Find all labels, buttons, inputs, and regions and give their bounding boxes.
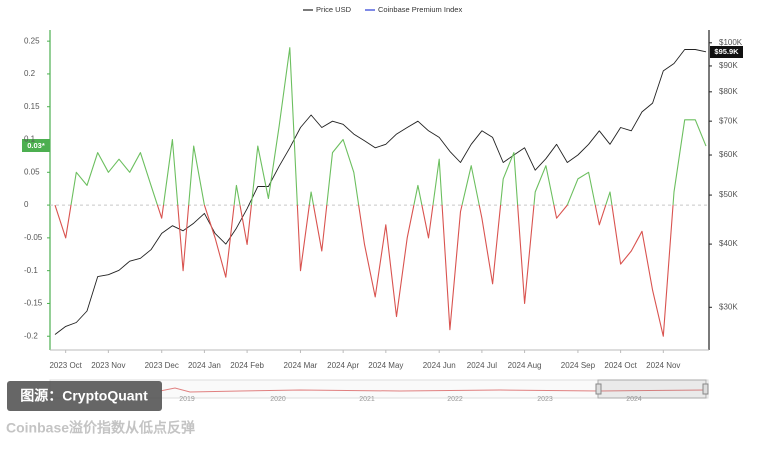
- navigator-handle[interactable]: [595, 383, 602, 395]
- y2-tick-label: $90K: [719, 61, 738, 70]
- x-tick-label: 2023 Dec: [145, 361, 179, 370]
- y-tick-label: -0.1: [24, 266, 38, 275]
- y2-tick-label: $80K: [719, 87, 738, 96]
- navigator-label: 2021: [359, 396, 375, 403]
- x-tick-label: 2024 Apr: [327, 361, 359, 370]
- price-line: [54, 49, 707, 335]
- y-tick-label: 0.1: [24, 135, 36, 144]
- navigator-label: 2020: [270, 396, 286, 403]
- last-price-label: $95.9K: [714, 47, 739, 56]
- x-tick-label: 2024 Aug: [508, 361, 542, 370]
- navigator-label: 2019: [179, 396, 195, 403]
- x-tick-label: 2023 Nov: [91, 361, 125, 370]
- x-tick-label: 2024 Oct: [604, 361, 637, 370]
- premium-line: [54, 47, 707, 337]
- legend: Price USD Coinbase Premium Index: [303, 5, 462, 14]
- navigator-window[interactable]: [597, 379, 707, 399]
- y2-tick-label: $100K: [719, 38, 743, 47]
- y-tick-label: -0.05: [24, 233, 43, 242]
- x-tick-label: 2024 Jun: [423, 361, 456, 370]
- last-price-box: [710, 45, 743, 58]
- legend-label: Coinbase Premium Index: [378, 5, 462, 14]
- y2-tick-label: $30K: [719, 302, 738, 311]
- caption: Coinbase溢价指数从低点反弹: [6, 420, 195, 436]
- x-tick-label: 2023 Oct: [49, 361, 82, 370]
- navigator-label: 2024: [626, 396, 642, 403]
- y-tick-label: -0.2: [24, 331, 38, 340]
- y2-tick-label: $50K: [719, 190, 738, 199]
- y-tick-label: 0.15: [24, 102, 40, 111]
- x-tick-label: 2024 Jul: [467, 361, 497, 370]
- y-tick-label: 0.05: [24, 167, 40, 176]
- navigator: [49, 379, 709, 399]
- legend-label: Price USD: [316, 5, 352, 14]
- y-tick-label: -0.15: [24, 299, 43, 308]
- x-tick-label: 2024 Feb: [230, 361, 264, 370]
- y2-tick-label: $40K: [719, 239, 738, 248]
- x-tick-label: 2024 Sep: [561, 361, 596, 370]
- y-tick-label: 0.2: [24, 69, 36, 78]
- y2-tick-label: $60K: [719, 150, 738, 159]
- x-tick-label: 2024 Mar: [284, 361, 318, 370]
- source-box: [7, 381, 162, 411]
- source: 图源：CryptoQuant: [20, 388, 148, 404]
- navigator-line: [159, 387, 707, 393]
- navigator-label: 2022: [447, 396, 463, 403]
- navigator-handle[interactable]: [702, 383, 709, 395]
- navigator-label: 2023: [537, 396, 553, 403]
- x-tick-label: 2024 May: [368, 361, 403, 370]
- y-tick-label: 0: [24, 200, 29, 209]
- x-tick-label: 2024 Nov: [646, 361, 680, 370]
- y2-tick-label: $70K: [719, 116, 738, 125]
- premium-badge-box: [22, 139, 50, 152]
- premium-badge: 0.03*: [27, 141, 45, 150]
- y-tick-label: 0.25: [24, 36, 40, 45]
- x-tick-label: 2024 Jan: [188, 361, 221, 370]
